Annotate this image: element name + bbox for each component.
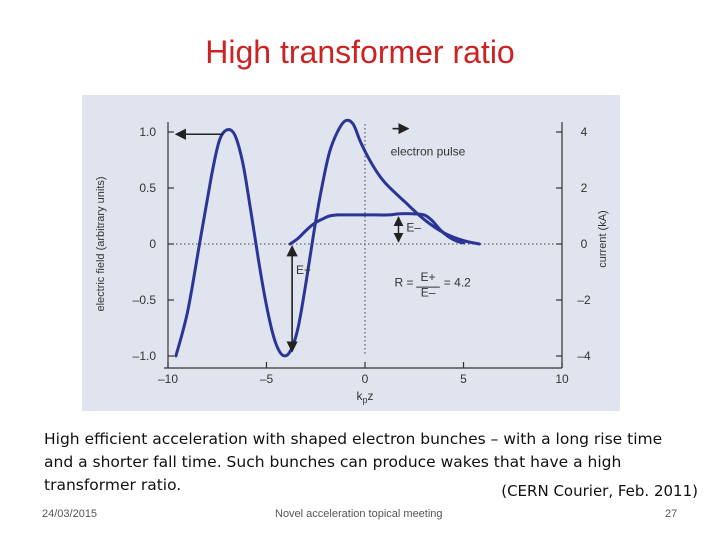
ratio-r-label: R = — [395, 276, 414, 290]
footer-meeting: Novel acceleration topical meeting — [275, 508, 443, 520]
slide-title: High transformer ratio — [205, 34, 515, 70]
y-tick-label: 1.0 — [139, 125, 156, 139]
ratio-numerator: E+ — [421, 270, 436, 284]
current-profile-line — [288, 212, 465, 246]
electric-field-line — [174, 118, 481, 358]
y-tick-label: 0 — [149, 237, 156, 251]
e-plus-label: E+ — [296, 263, 311, 277]
y2-tick-label: 2 — [581, 181, 588, 195]
ratio-denominator: E– — [421, 286, 436, 300]
x-tick-label: 0 — [362, 372, 369, 386]
e-minus-label: E– — [406, 221, 421, 235]
x-tick-label: –10 — [158, 372, 178, 386]
y2-tick-label: –2 — [577, 293, 591, 307]
x-tick-label: 10 — [555, 372, 569, 386]
y2-axis-label: current (kA) — [597, 210, 609, 267]
y-axis-label: electric field (arbitrary units) — [95, 176, 107, 311]
y-tick-label: –1.0 — [133, 349, 157, 363]
footer-date: 24/03/2015 — [42, 508, 98, 520]
chart-svg: 1.0 0.5 0 –0.5 –1.0 4 2 0 –2 –4 –10 –5 0 5 10 electric … — [95, 118, 609, 405]
slide-caption: High efficient acceleration with shaped … — [44, 430, 663, 494]
y-tick-label: –0.5 — [133, 293, 157, 307]
ratio-value: = 4.2 — [444, 276, 471, 290]
x-tick-label: 5 — [460, 372, 467, 386]
electron-pulse-label: electron pulse — [391, 145, 466, 159]
chart-figure: 1.0 0.5 0 –0.5 –1.0 4 2 0 –2 –4 –10 –5 0 5 10 electric … — [82, 95, 620, 411]
x-tick-label: –5 — [260, 372, 274, 386]
y2-tick-label: 0 — [581, 237, 588, 251]
y-tick-label: 0.5 — [139, 181, 156, 195]
x-axis-label: kpz — [356, 389, 373, 405]
y2-tick-label: –4 — [577, 349, 591, 363]
y2-tick-label: 4 — [581, 125, 588, 139]
source-citation: (CERN Courier, Feb. 2011) — [501, 482, 698, 500]
footer-page-number: 27 — [665, 508, 678, 520]
